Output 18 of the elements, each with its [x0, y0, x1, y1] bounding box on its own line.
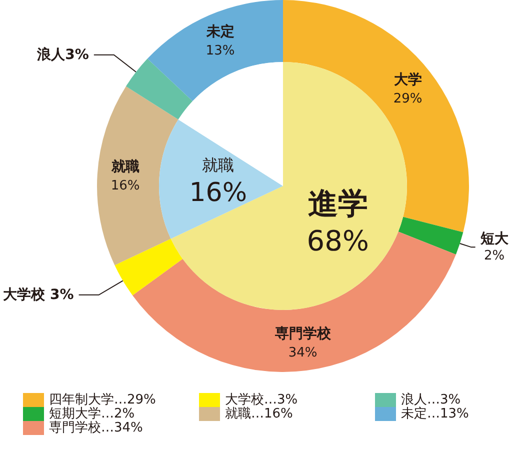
slice-label: 就職	[202, 155, 234, 174]
data-label: 大学 29%	[393, 72, 422, 107]
data-label: 就職 16%	[110, 158, 140, 194]
data-label: 16%	[189, 178, 248, 208]
slice-label: 進学	[308, 186, 368, 222]
legend-label: 浪人…3%	[401, 392, 461, 408]
data-label: 未定 13%	[205, 22, 235, 58]
legend-label: 専門学校…34%	[49, 420, 143, 436]
data-label: 68%	[306, 224, 369, 258]
data-label: 専門学校 34%	[274, 326, 332, 360]
legend-label: 短期大学…2%	[49, 406, 135, 422]
legend-label: 大学校…3%	[225, 392, 298, 408]
legend-label: 四年制大学…29%	[49, 392, 156, 408]
data-label: 浪人3%	[36, 46, 89, 63]
legend-label: 就職…16%	[225, 406, 293, 422]
data-label: 短大 2%	[479, 231, 510, 264]
legend-label: 未定…13%	[401, 406, 469, 422]
data-label: 大学校 3%	[3, 286, 74, 303]
